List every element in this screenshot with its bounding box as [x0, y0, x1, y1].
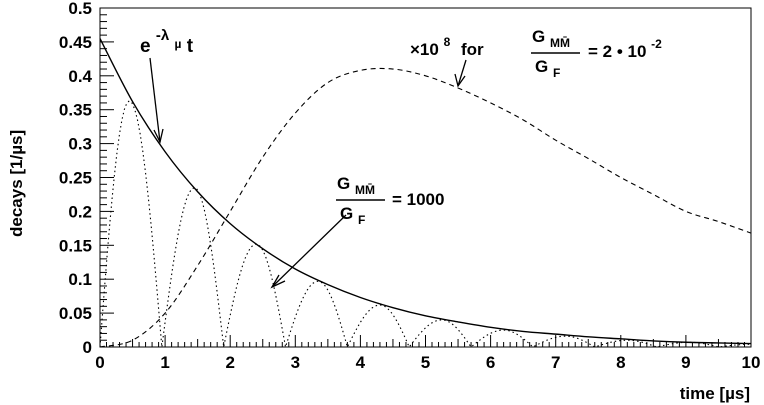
- dashed-den-sub: F: [553, 66, 560, 80]
- exp-annotation: e -λ µ t: [140, 24, 194, 144]
- svg-text:G MM̄: G MM̄: [337, 174, 375, 197]
- y-axis-ticks: 0 0.05 0.1 0.15 0.2 0.25 0.3 0.35 0.4 0.45 0.5: [59, 0, 114, 357]
- y-tick-label: 0.25: [59, 169, 92, 188]
- exp-sub: µ: [174, 37, 181, 51]
- exp-arrow-line: [149, 57, 161, 143]
- dotted-den-g: G: [340, 204, 353, 223]
- dotted-num-g: G: [337, 174, 350, 193]
- series-dotted-line: [99, 100, 752, 349]
- series-solid-line: [99, 38, 752, 345]
- dashed-prefix-sup: 8: [444, 35, 451, 49]
- dashed-equals-sup: -2: [651, 37, 662, 51]
- y-tick-label: 0.1: [68, 270, 92, 289]
- x-tick-label: 6: [486, 353, 495, 372]
- x-tick-label: 5: [421, 353, 430, 372]
- y-tick-label: 0.45: [59, 33, 92, 52]
- svg-text:G MM̄: G MM̄: [532, 27, 570, 50]
- exp-tail: t: [187, 36, 194, 57]
- x-tick-label: 8: [616, 353, 625, 372]
- y-axis-title: decays [1/µs]: [7, 130, 26, 237]
- x-axis-title: time [µs]: [680, 384, 750, 403]
- svg-text:×10 8 for: ×10 8 for: [410, 31, 484, 59]
- svg-text:G F: G F: [340, 204, 365, 227]
- svg-text:e -λ µ t: e -λ µ t: [140, 24, 194, 57]
- svg-text:= 2 • 10 -2: = 2 • 10 -2: [588, 37, 662, 61]
- exp-arrow-head: [153, 128, 164, 144]
- y-tick-label: 0: [83, 338, 92, 357]
- x-tick-label: 9: [681, 353, 690, 372]
- dashed-for: for: [461, 40, 484, 59]
- svg-text:G F: G F: [535, 57, 560, 80]
- x-tick-label: 10: [742, 353, 761, 372]
- dashed-num-g: G: [532, 27, 545, 46]
- y-tick-label: 0.3: [68, 135, 92, 154]
- dotted-num-sub: MM̄: [355, 183, 375, 197]
- dotted-equals: = 1000: [392, 190, 444, 209]
- dashed-arrow-line: [457, 59, 467, 87]
- x-tick-label: 4: [356, 353, 366, 372]
- series-dashed-line: [99, 67, 752, 348]
- dotted-annotation: G MM̄ G F = 1000: [270, 174, 444, 289]
- x-tick-label: 3: [291, 353, 300, 372]
- exp-exponent: -λ: [156, 27, 170, 44]
- y-tick-label: 0.15: [59, 236, 92, 255]
- y-tick-label: 0.5: [68, 0, 92, 18]
- dashed-annotation: ×10 8 for G MM̄ G F = 2 • 10 -2: [410, 27, 662, 88]
- dashed-prefix: ×10: [410, 40, 439, 59]
- dashed-arrow-head: [454, 73, 466, 88]
- x-tick-label: 7: [551, 353, 560, 372]
- series-layer: [99, 38, 752, 349]
- dashed-num-sub: MM̄: [550, 36, 570, 50]
- dotted-den-sub: F: [358, 213, 365, 227]
- y-tick-label: 0.05: [59, 304, 92, 323]
- y-tick-label: 0.2: [68, 202, 92, 221]
- exp-base: e: [140, 36, 151, 57]
- dashed-equals: = 2 • 10: [588, 42, 646, 61]
- x-axis-ticks: 0 1 2 3 4 5 6 7 8 9 10: [95, 335, 760, 372]
- dotted-arrow-line: [271, 214, 347, 288]
- x-tick-label: 1: [160, 353, 169, 372]
- dotted-arrow-head: [270, 274, 286, 289]
- y-tick-label: 0.35: [59, 101, 92, 120]
- x-tick-label: 2: [225, 353, 234, 372]
- x-tick-label: 0: [95, 353, 104, 372]
- dashed-den-g: G: [535, 57, 548, 76]
- y-tick-label: 0.4: [68, 67, 92, 86]
